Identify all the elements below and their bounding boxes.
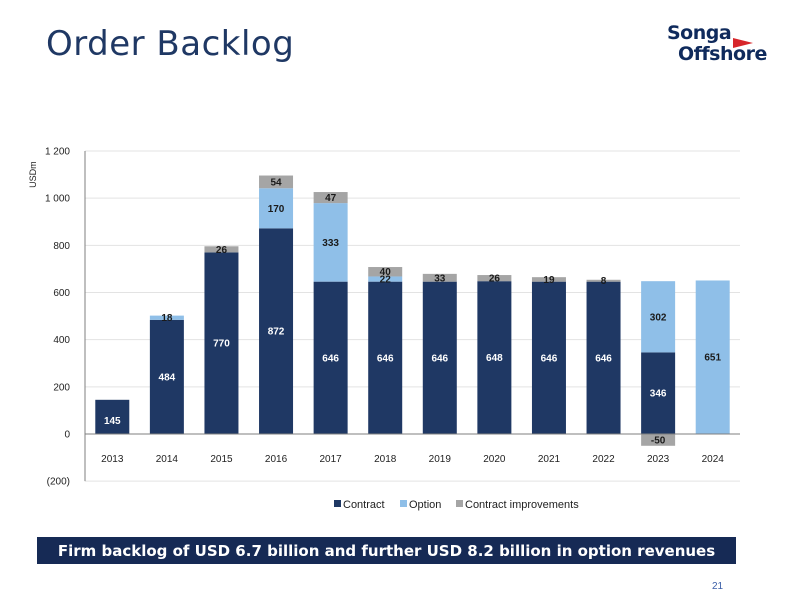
bar-contract <box>531 281 566 434</box>
legend-swatch <box>400 500 407 507</box>
data-label: 646 <box>322 353 339 364</box>
data-label: 145 <box>104 416 121 427</box>
data-label: 26 <box>216 245 228 256</box>
legend-label: Contract improvements <box>465 499 579 511</box>
data-label: 872 <box>268 327 285 338</box>
data-label: 646 <box>541 353 558 364</box>
page-title: Order Backlog <box>46 24 295 64</box>
y-tick-label: 1 200 <box>45 147 70 158</box>
y-tick-label: (200) <box>47 477 70 488</box>
data-label: -50 <box>651 435 666 446</box>
songa-offshore-logo: Songa Offshore <box>665 22 775 70</box>
y-axis-title: USDm <box>28 161 38 188</box>
data-label: 484 <box>159 372 176 383</box>
bar-contract <box>368 281 403 434</box>
x-tick-label: 2021 <box>538 454 561 465</box>
bar-contract <box>259 228 294 434</box>
data-label: 33 <box>434 273 446 284</box>
x-tick-label: 2018 <box>374 454 397 465</box>
logo-line-1: Songa <box>667 22 732 44</box>
y-tick-label: 400 <box>53 335 70 346</box>
data-label: 18 <box>161 313 173 324</box>
bar-option <box>149 315 184 320</box>
logo-line-2: Offshore <box>678 43 767 65</box>
legend-label: Contract <box>343 499 385 511</box>
bar-contract-improvements <box>477 275 512 282</box>
y-tick-label: 200 <box>53 382 70 393</box>
bar-contract <box>586 281 621 434</box>
bar-contract-improvements <box>641 434 676 446</box>
bar-contract <box>313 281 348 434</box>
y-tick-label: 0 <box>64 430 70 441</box>
data-label: 646 <box>377 353 394 364</box>
data-label: 26 <box>489 274 501 285</box>
bar-contract <box>95 399 130 434</box>
bar-contract-improvements <box>586 279 621 282</box>
y-tick-label: 1 000 <box>45 194 70 205</box>
summary-banner-text: Firm backlog of USD 6.7 billion and furt… <box>57 541 716 560</box>
data-label: 40 <box>380 267 392 278</box>
data-label: 651 <box>704 353 721 364</box>
bar-option <box>368 276 403 282</box>
legend-label: Option <box>409 499 441 511</box>
data-label: 54 <box>270 177 282 188</box>
bar-contract-improvements <box>204 246 239 253</box>
bar-option <box>259 188 294 229</box>
x-tick-label: 2016 <box>265 454 288 465</box>
bar-contract <box>149 319 184 434</box>
x-tick-label: 2023 <box>647 454 670 465</box>
x-tick-label: 2019 <box>429 454 452 465</box>
x-tick-label: 2014 <box>156 454 179 465</box>
data-label: 770 <box>213 339 230 350</box>
page-number: 21 <box>712 581 724 592</box>
data-label: 648 <box>486 353 503 364</box>
legend-swatch <box>334 500 341 507</box>
data-label: 47 <box>325 193 337 204</box>
x-tick-label: 2022 <box>592 454 615 465</box>
bar-contract-improvements <box>531 277 566 282</box>
bar-contract-improvements <box>422 273 457 282</box>
y-tick-label: 600 <box>53 288 70 299</box>
data-label: 22 <box>380 275 392 286</box>
data-label: 646 <box>431 353 448 364</box>
order-backlog-chart: (200) 0 200 400 600 800 1 000 1 200 USDm 145 2013 4… <box>28 147 740 511</box>
data-label: 302 <box>650 312 667 323</box>
summary-banner: Firm backlog of USD 6.7 billion and furt… <box>37 537 736 564</box>
bar-contract <box>204 252 239 434</box>
logo-flag-icon <box>733 38 753 48</box>
data-label: 19 <box>543 275 555 286</box>
bar-contract-improvements <box>313 192 348 204</box>
x-tick-label: 2015 <box>210 454 233 465</box>
data-label: 646 <box>595 353 612 364</box>
y-tick-label: 800 <box>53 241 70 252</box>
x-tick-label: 2017 <box>320 454 343 465</box>
bar-contract <box>477 281 512 434</box>
data-label: 333 <box>322 238 339 249</box>
legend-swatch <box>456 500 463 507</box>
bar-contract-improvements <box>368 267 403 277</box>
bar-option <box>313 203 348 282</box>
bar-contract-improvements <box>259 175 294 189</box>
x-tick-label: 2024 <box>702 454 725 465</box>
data-label: 170 <box>268 204 285 215</box>
data-label: 8 <box>601 276 607 287</box>
x-tick-label: 2020 <box>483 454 506 465</box>
x-tick-label: 2013 <box>101 454 124 465</box>
bar-contract <box>422 281 457 434</box>
data-label: 346 <box>650 389 667 400</box>
bar-contract <box>641 352 676 434</box>
bar-option <box>695 280 730 434</box>
bar-option <box>641 281 676 353</box>
